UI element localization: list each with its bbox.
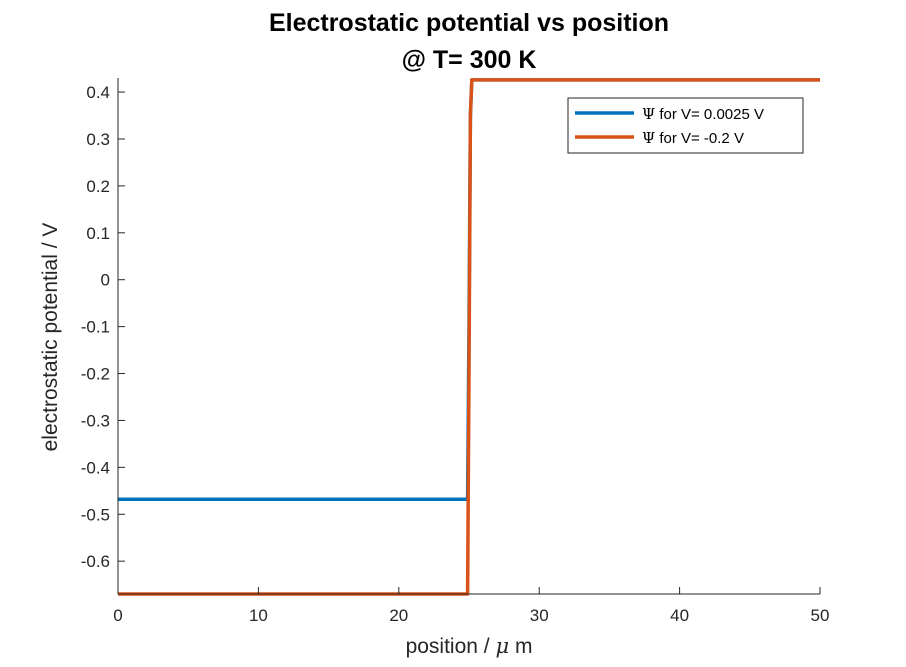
legend: Ψ for V= 0.0025 V Ψ for V= -0.2 V (567, 97, 804, 154)
legend-box (567, 97, 804, 154)
y-tick-label: 0.3 (86, 130, 110, 149)
legend-symbol-series-1: Ψ (642, 105, 655, 123)
x-tick-label: 0 (113, 606, 122, 625)
legend-entry-series-2: Ψ for V= -0.2 V (642, 129, 744, 147)
y-ticks: 0.4 0.3 0.2 0.1 0 -0.1 -0.2 -0.3 -0.4 -0.5 -0.6 (81, 83, 125, 571)
chart-title-line-2: @ T= 300 K (402, 46, 537, 74)
y-tick-label: 0.1 (86, 224, 110, 243)
legend-label-series-2: for V= -0.2 V (655, 130, 744, 147)
x-axis-label: position / μ m (406, 634, 533, 658)
y-tick-label: -0.6 (81, 552, 110, 571)
plot-area: 0 10 20 30 40 50 0.4 0.3 0.2 0.1 0 -0.1 -0.2 -0.3 -0.… (81, 78, 829, 625)
x-ticks: 0 10 20 30 40 50 (113, 587, 829, 625)
y-tick-label: -0.2 (81, 365, 110, 384)
y-tick-label: -0.3 (81, 411, 110, 430)
y-axis-label: electrostatic potential / V (39, 223, 62, 452)
x-tick-label: 50 (811, 606, 830, 625)
legend-entry-series-1: Ψ for V= 0.0025 V (642, 105, 764, 123)
y-tick-label: -0.5 (81, 505, 110, 524)
x-tick-label: 10 (249, 606, 268, 625)
x-tick-label: 30 (530, 606, 549, 625)
x-axis-label-prefix: position / (406, 635, 496, 658)
y-tick-label: 0 (101, 271, 110, 290)
chart-title-line-1: Electrostatic potential vs position (269, 9, 669, 37)
legend-label-series-1: for V= 0.0025 V (655, 106, 764, 123)
x-axis-label-symbol: μ (495, 634, 509, 658)
x-tick-label: 40 (670, 606, 689, 625)
x-tick-label: 20 (389, 606, 408, 625)
y-tick-label: 0.4 (86, 83, 110, 102)
y-tick-label: -0.1 (81, 318, 110, 337)
y-tick-label: 0.2 (86, 177, 110, 196)
legend-symbol-series-2: Ψ (642, 129, 655, 147)
y-tick-label: -0.4 (81, 458, 110, 477)
x-axis-label-suffix: m (509, 635, 532, 658)
